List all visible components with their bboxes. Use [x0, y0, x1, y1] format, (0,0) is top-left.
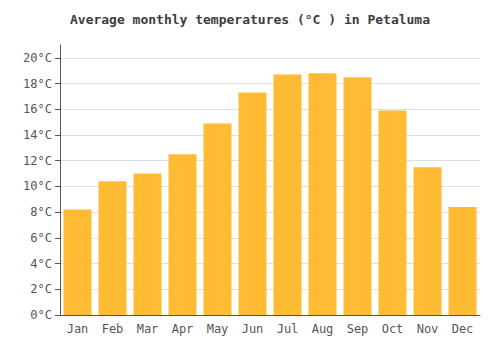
svg-text:Jan: Jan	[67, 322, 89, 336]
svg-text:14°C: 14°C	[23, 128, 52, 142]
svg-text:4°C: 4°C	[30, 257, 52, 271]
svg-text:2°C: 2°C	[30, 282, 52, 296]
svg-text:Jun: Jun	[242, 322, 264, 336]
svg-text:20°C: 20°C	[23, 51, 52, 65]
svg-text:Jul: Jul	[277, 322, 299, 336]
svg-text:Nov: Nov	[417, 322, 439, 336]
svg-text:Aug: Aug	[312, 322, 334, 336]
svg-text:12°C: 12°C	[23, 154, 52, 168]
svg-text:10°C: 10°C	[23, 179, 52, 193]
svg-text:16°C: 16°C	[23, 102, 52, 116]
svg-text:0°C: 0°C	[30, 308, 52, 322]
svg-text:6°C: 6°C	[30, 231, 52, 245]
svg-text:Dec: Dec	[452, 322, 474, 336]
svg-text:Apr: Apr	[172, 322, 194, 336]
svg-text:Mar: Mar	[137, 322, 159, 336]
svg-text:Sep: Sep	[347, 322, 369, 336]
svg-text:18°C: 18°C	[23, 77, 52, 91]
svg-text:Average monthly temperatures (: Average monthly temperatures (°C ) in Pe…	[70, 12, 430, 27]
svg-text:8°C: 8°C	[30, 205, 52, 219]
svg-text:May: May	[207, 322, 229, 336]
svg-text:Feb: Feb	[102, 322, 124, 336]
svg-text:Oct: Oct	[382, 322, 404, 336]
